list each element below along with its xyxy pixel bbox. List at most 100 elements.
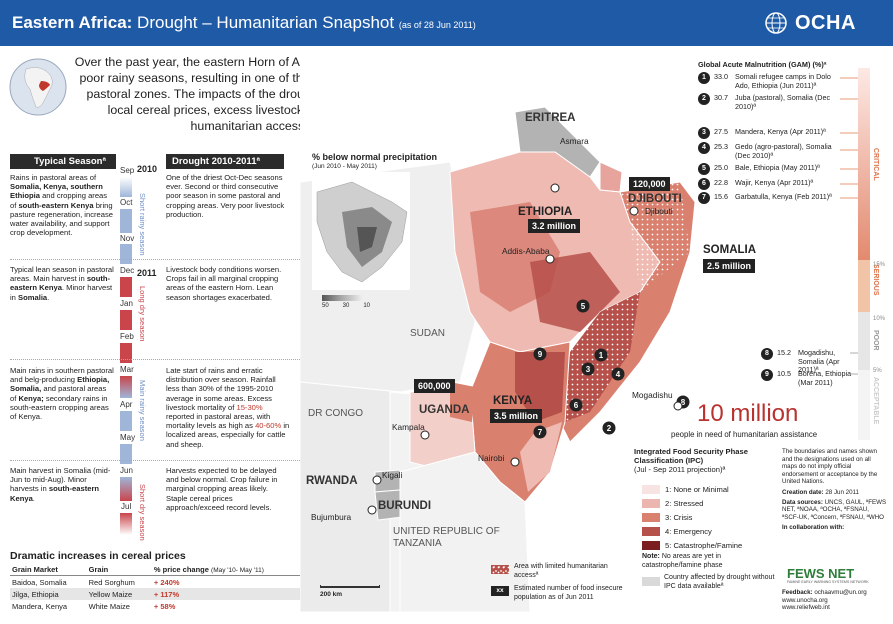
gam-pct-10: 10% <box>873 316 886 322</box>
divider <box>10 460 300 461</box>
gam-scale-critical <box>858 68 870 260</box>
total-in-need: 10 million <box>697 400 799 427</box>
gam-label-poor: POOR <box>872 330 879 351</box>
gam-label-serious: SERIOUS <box>872 264 879 296</box>
gam-marker-4: 4 <box>611 367 625 381</box>
typical-text-2: Typical lean season in pastoral areas. M… <box>10 265 114 302</box>
gam-marker-2: 2 <box>602 421 616 435</box>
capital-kampala <box>420 430 430 440</box>
season-main-rainy: Main rainy season <box>138 380 147 441</box>
header-bar: Eastern Africa: Drought – Humanitarian S… <box>0 0 893 46</box>
gam-pct-15: 15% <box>873 262 886 268</box>
season-short-rainy: Short rainy season <box>138 193 147 256</box>
col-grain: Grain <box>86 564 152 576</box>
label-kenya: KENYA <box>493 395 533 407</box>
cereal-title: Dramatic increases in cereal prices <box>10 550 186 562</box>
link-unocha[interactable]: www.unocha.org <box>782 596 828 604</box>
capital-djibouti <box>629 206 639 216</box>
ipc-phase-3: 3: Crisis <box>642 513 692 522</box>
city-djibouti: Djibouti <box>645 206 673 216</box>
info-block: The boundaries and names shown and the d… <box>782 448 887 532</box>
gam-marker-3: 3 <box>581 362 595 376</box>
pop-legend-swatch: xx <box>491 586 509 596</box>
total-in-need-label: people in need of humanitarian assistanc… <box>671 430 818 439</box>
gam-marker-5: 5 <box>576 299 590 313</box>
gam-label-critical: CRITICAL <box>872 148 879 181</box>
month-jul: Jul <box>121 502 132 511</box>
capital-addis <box>545 254 555 264</box>
bar-nov <box>120 244 132 264</box>
limited-access-label: Area with limited humanitarian accessª <box>514 563 608 579</box>
gam-scale-serious <box>858 260 870 312</box>
divider <box>10 259 300 260</box>
bar-feb <box>120 343 132 363</box>
fews-net-logo: FEWS NET FAMINE EARLY WARNING SYSTEMS NE… <box>787 566 869 584</box>
page-title: Eastern Africa: Drought – Humanitarian S… <box>12 13 476 33</box>
label-drcongo: DR CONGO <box>308 408 363 419</box>
city-addis: Addis-Ababa <box>502 246 550 256</box>
ipc-phase-4: 4: Emergency <box>642 527 712 536</box>
label-tanzania: UNITED REPUBLIC OF TANZANIA <box>393 526 500 549</box>
gam-pct-5: 5% <box>873 368 882 374</box>
inset-subtitle: (Jun 2010 - May 2011) <box>312 163 377 170</box>
drought-text-3: Late start of rains and erratic distribu… <box>166 366 290 449</box>
col-market: Grain Market <box>10 564 87 576</box>
gam-title: Global Acute Malnutrition (GAM) (%)ª <box>698 60 827 69</box>
ipc-phase-5: 5: Catastrophe/Famine <box>642 541 742 550</box>
svg-text:2: 2 <box>607 424 612 433</box>
capital-mogadishu <box>673 401 683 411</box>
month-feb: Feb <box>120 332 134 341</box>
year-2011: 2011 <box>137 268 157 278</box>
region-map: 5 9 1 3 4 6 8 2 7 <box>300 52 700 612</box>
inset-gradient-legend <box>322 295 362 301</box>
inset-ticks: 50 30 10 <box>322 303 370 309</box>
month-oct: Oct <box>120 198 133 207</box>
city-asmara: Asmara <box>560 136 589 146</box>
season-long-dry: Long dry season <box>138 286 147 342</box>
disclaimer: The boundaries and names shown and the d… <box>782 448 878 486</box>
bar-jan <box>120 310 132 330</box>
drought-text-1: One of the driest Oct-Dec seasons ever. … <box>166 173 285 219</box>
table-row: Mandera, Kenya White Maize + 58% <box>12 601 176 611</box>
month-jan: Jan <box>120 299 133 308</box>
label-somalia: SOMALIA <box>703 244 757 256</box>
bar-apr <box>120 411 132 431</box>
svg-text:9: 9 <box>538 350 543 359</box>
link-reliefweb[interactable]: www.reliefweb.int <box>782 604 830 612</box>
svg-text:4: 4 <box>616 370 621 379</box>
feedback-email[interactable]: ochaavmu@un.org <box>814 589 867 596</box>
country-affected-swatch <box>642 577 660 586</box>
typical-season-heading: Typical Seasonª <box>10 154 116 169</box>
collab-label: In collaboration with: <box>782 524 845 532</box>
pop-ethiopia: 3.2 million <box>528 219 581 233</box>
pop-uganda: 600,000 <box>414 379 455 393</box>
limited-access-swatch <box>491 565 509 574</box>
bar-may <box>120 444 132 464</box>
capital-nairobi <box>510 457 520 467</box>
city-mogadishu: Mogadishu <box>632 390 673 400</box>
month-nov: Nov <box>120 234 135 243</box>
bar-oct <box>120 209 132 233</box>
city-kigali: Kigali <box>382 470 403 480</box>
label-djibouti: DJIBOUTI <box>628 193 682 205</box>
capital-bujumbura <box>367 505 377 515</box>
table-row: Baidoa, Somalia Red Sorghum + 240% <box>12 577 180 587</box>
un-globe-icon <box>765 12 787 34</box>
drought-heading: Drought 2010-2011ª <box>166 154 284 169</box>
label-sudan: SUDAN <box>410 328 446 339</box>
month-sep: Sep <box>120 166 135 175</box>
divider <box>10 359 300 360</box>
inset-title: % below normal precipitation <box>312 152 438 162</box>
africa-locator-globe <box>9 58 67 116</box>
label-eritrea: ERITREA <box>525 112 576 124</box>
month-dec: Dec <box>120 266 135 275</box>
col-change: % price change (May '10- May '11) <box>151 564 300 576</box>
bar-mar <box>120 376 132 398</box>
month-apr: Apr <box>120 400 133 409</box>
bar-sep <box>120 177 132 197</box>
gam-scale-poor <box>858 312 870 370</box>
label-ethiopia: ETHIOPIA <box>518 206 573 218</box>
pop-kenya: 3.5 million <box>490 409 543 423</box>
scale-bar <box>320 585 380 588</box>
scale-label: 200 km <box>320 591 343 598</box>
